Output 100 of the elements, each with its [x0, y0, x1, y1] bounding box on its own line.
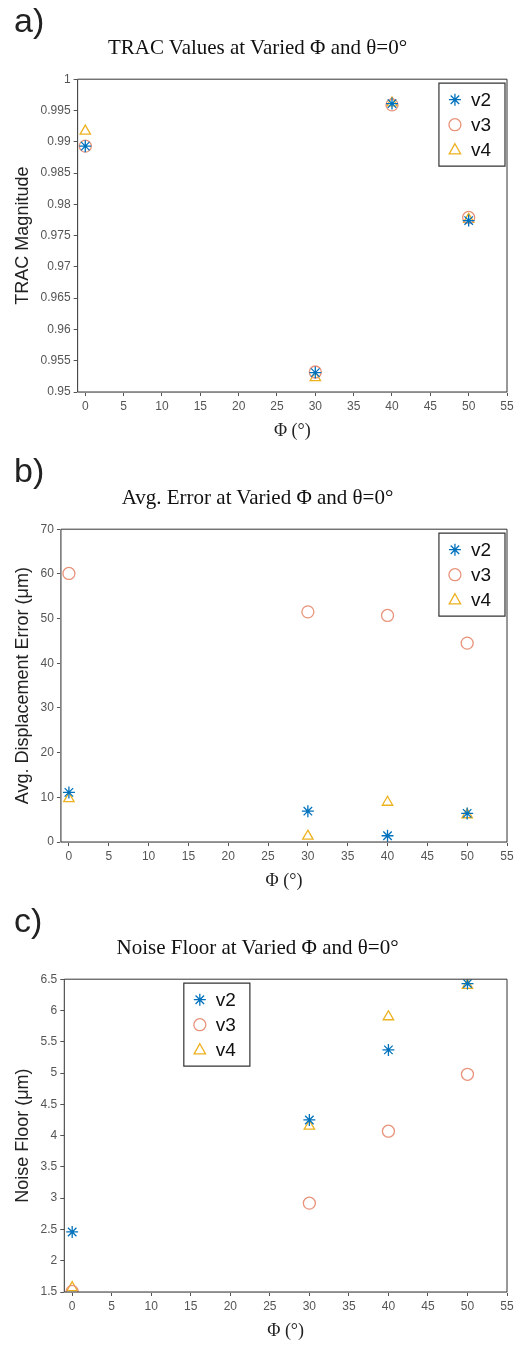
point: [382, 1010, 395, 1021]
y-axis-title: Noise Floor (μm): [11, 1068, 32, 1203]
x-tick-label: 25: [261, 848, 276, 863]
point: [62, 566, 76, 581]
y-tick-label: 5: [50, 1065, 58, 1080]
x-tick-label: 55: [500, 1298, 514, 1313]
point: [302, 829, 314, 840]
y-tick-label: 4: [50, 1127, 58, 1142]
x-tick-label: 15: [184, 1298, 198, 1313]
legend-label: v3: [470, 563, 492, 585]
y-tick-label: 3.5: [40, 1159, 58, 1174]
legend-label: v2: [215, 988, 236, 1010]
y-tick-label: 1: [63, 71, 71, 86]
x-tick-label: 10: [155, 398, 169, 413]
y-tick-label: 0.955: [40, 353, 71, 368]
y-tick-label: 6: [50, 1002, 58, 1017]
x-tick-label: 55: [500, 398, 514, 413]
x-axis-title: Φ (°): [267, 1319, 305, 1341]
legend-label: v3: [470, 113, 492, 135]
y-tick-label: 0.95: [47, 384, 71, 399]
x-tick-label: 40: [385, 398, 399, 413]
y-axis-title: TRAC Magnitude: [11, 166, 32, 305]
point: [386, 96, 398, 107]
point: [381, 1043, 396, 1057]
y-tick-label: 1.5: [40, 1284, 58, 1299]
y-tick-label: 0.96: [47, 321, 71, 336]
y-tick-label: 2.5: [40, 1221, 58, 1236]
legend-label: v4: [470, 138, 492, 160]
point: [62, 785, 76, 800]
point: [79, 124, 92, 135]
x-tick-label: 45: [420, 848, 435, 863]
y-tick-label: 2: [50, 1253, 58, 1268]
x-tick-label: 50: [460, 848, 475, 863]
chart-title: Avg. Error at Varied Φ and θ=0°: [121, 485, 394, 510]
x-tick-label: 5: [120, 398, 128, 413]
x-tick-label: 0: [81, 398, 89, 413]
x-tick-label: 25: [263, 1298, 277, 1313]
y-tick-label: 0.985: [40, 165, 71, 180]
y-tick-label: 50: [40, 610, 55, 625]
chart-title: Noise Floor at Varied Φ and θ=0°: [116, 935, 399, 960]
x-tick-label: 10: [144, 1298, 159, 1313]
x-tick-label: 25: [270, 398, 284, 413]
y-axis-title: Avg. Displacement Error (μm): [11, 567, 32, 805]
y-tick-label: 6.5: [40, 971, 58, 986]
point: [460, 636, 474, 650]
y-tick-label: 0.995: [40, 102, 71, 117]
y-tick-label: 4.5: [40, 1096, 58, 1111]
x-tick-label: 30: [308, 398, 323, 413]
point: [381, 795, 394, 806]
x-axis-title: Φ (°): [273, 419, 311, 441]
point: [460, 1067, 475, 1081]
y-tick-label: 0.98: [47, 196, 71, 211]
x-tick-label: 50: [460, 1298, 475, 1313]
x-tick-label: 35: [341, 848, 355, 863]
y-tick-label: 0.975: [40, 227, 71, 242]
x-tick-label: 30: [301, 848, 315, 863]
text: b): [14, 450, 45, 490]
y-tick-label: 0.99: [47, 134, 71, 149]
y-tick-label: 60: [40, 566, 55, 581]
y-tick-label: 10: [40, 789, 55, 804]
y-tick-label: 0.97: [47, 259, 71, 274]
point: [380, 829, 395, 842]
point: [380, 608, 395, 623]
point: [65, 1225, 79, 1239]
y-tick-label: 40: [40, 655, 55, 670]
y-tick-label: 5.5: [40, 1034, 58, 1049]
legend-label: v4: [470, 588, 492, 610]
point: [301, 804, 315, 818]
legend-label: v4: [215, 1038, 237, 1060]
x-tick-label: 10: [141, 848, 156, 863]
x-tick-label: 45: [423, 398, 438, 413]
x-tick-label: 55: [500, 848, 514, 863]
chart-title: TRAC Values at Varied Φ and θ=0°: [107, 35, 408, 60]
x-axis-title: Φ (°): [265, 869, 303, 891]
x-tick-label: 50: [461, 398, 476, 413]
y-tick-label: 3: [50, 1190, 58, 1205]
point: [381, 1124, 396, 1138]
point: [302, 1196, 317, 1210]
legend-label: v2: [470, 538, 492, 560]
x-tick-label: 15: [181, 848, 196, 863]
y-tick-label: 20: [40, 744, 55, 759]
x-tick-label: 5: [108, 1298, 116, 1313]
legend-label: v3: [215, 1013, 236, 1035]
text: c): [14, 900, 43, 940]
x-tick-label: 15: [193, 398, 208, 413]
y-tick-label: 0: [47, 834, 55, 849]
x-tick-label: 20: [223, 1298, 238, 1313]
x-tick-label: 20: [221, 848, 236, 863]
x-tick-label: 40: [381, 1298, 396, 1313]
x-tick-label: 45: [421, 1298, 435, 1313]
y-tick-label: 0.965: [40, 290, 71, 305]
x-tick-label: 35: [342, 1298, 356, 1313]
text: a): [14, 0, 45, 40]
x-tick-label: 5: [105, 848, 113, 863]
point: [301, 605, 315, 619]
point: [302, 1113, 317, 1127]
x-tick-label: 20: [231, 398, 246, 413]
y-tick-label: 70: [40, 521, 55, 536]
x-tick-label: 40: [380, 848, 395, 863]
y-tick-label: 30: [40, 700, 55, 715]
